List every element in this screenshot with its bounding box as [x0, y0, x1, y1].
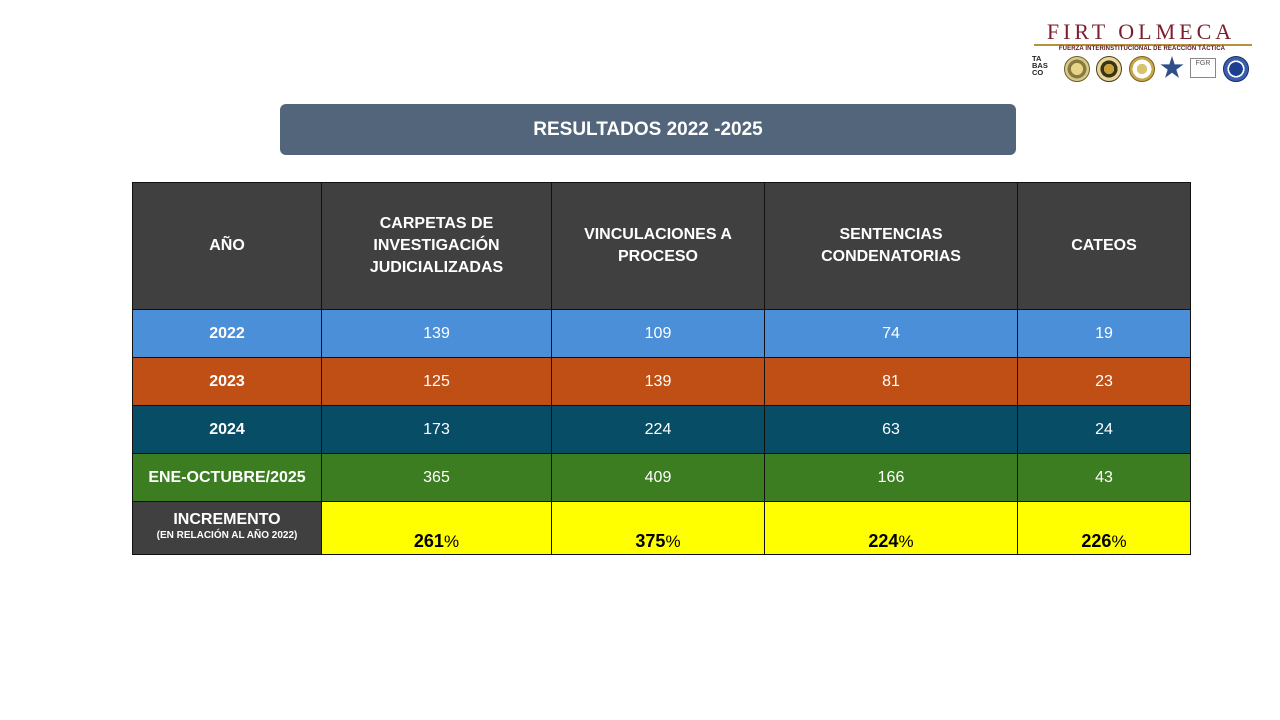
header-vinculaciones: VINCULACIONES A PROCESO [551, 182, 765, 310]
cell-sentencias: 74 [764, 309, 1018, 358]
increment-label: INCREMENTO [173, 511, 281, 528]
tabasco-line-1: TA [1032, 54, 1042, 63]
percent-sign: % [898, 532, 914, 551]
army-seal-icon [1064, 56, 1090, 82]
navy-seal-icon [1096, 56, 1122, 82]
tabasco-logo: TA BAS CO [1032, 54, 1054, 77]
header-carpetas: CARPETAS DE INVESTIGACIÓN JUDICIALIZADAS [321, 182, 552, 310]
increment-value: 261 [413, 531, 444, 551]
increment-cateos: 226% [1017, 501, 1191, 555]
cell-carpetas: 365 [321, 453, 552, 502]
firt-olmeca-logo: FIRT OLMECA FUERZA INTERINSTITUCIONAL DE… [1030, 20, 1254, 82]
results-title-banner: RESULTADOS 2022 -2025 [280, 104, 1016, 155]
banner-title: RESULTADOS 2022 -2025 [533, 118, 763, 140]
cell-carpetas: 173 [321, 405, 552, 454]
guard-seal-icon [1129, 56, 1155, 82]
cell-carpetas: 139 [321, 309, 552, 358]
row-label: ENE-OCTUBRE/2025 [132, 453, 322, 502]
percent-sign: % [443, 532, 460, 551]
table-row-2025: ENE-OCTUBRE/2025 365 409 166 43 [132, 453, 1191, 502]
cell-vinculaciones: 109 [551, 309, 765, 358]
cell-vinculaciones: 224 [551, 405, 765, 454]
increment-label-cell: INCREMENTO (EN RELACIÓN AL AÑO 2022) [132, 501, 322, 555]
table-header-row: AÑO CARPETAS DE INVESTIGACIÓN JUDICIALIZ… [132, 182, 1191, 310]
fgr-logo: FGR [1190, 58, 1216, 78]
cell-cateos: 43 [1017, 453, 1191, 502]
logo-rule [1034, 44, 1252, 46]
increment-sublabel: (EN RELACIÓN AL AÑO 2022) [156, 530, 298, 541]
header-year: AÑO [132, 182, 322, 310]
cell-cateos: 24 [1017, 405, 1191, 454]
table-row-increment: INCREMENTO (EN RELACIÓN AL AÑO 2022) 261… [132, 501, 1191, 555]
logo-title: FIRT OLMECA [1046, 19, 1236, 44]
increment-sentencias: 224% [764, 501, 1018, 555]
police-star-icon [1160, 56, 1184, 78]
header-sentencias: SENTENCIAS CONDENATORIAS [764, 182, 1018, 310]
cell-sentencias: 81 [764, 357, 1018, 406]
results-table: AÑO CARPETAS DE INVESTIGACIÓN JUDICIALIZ… [132, 182, 1191, 555]
row-label: 2023 [132, 357, 322, 406]
increment-value: 224 [868, 531, 899, 551]
cell-sentencias: 63 [764, 405, 1018, 454]
cell-cateos: 19 [1017, 309, 1191, 358]
header-cateos: CATEOS [1017, 182, 1191, 310]
row-label: 2022 [132, 309, 322, 358]
percent-sign: % [1111, 532, 1127, 551]
table-row-2024: 2024 173 224 63 24 [132, 405, 1191, 454]
cell-vinculaciones: 139 [551, 357, 765, 406]
cell-cateos: 23 [1017, 357, 1191, 406]
tabasco-line-2: BAS [1032, 61, 1048, 70]
increment-value: 226 [1081, 531, 1112, 551]
cell-carpetas: 125 [321, 357, 552, 406]
table-row-2023: 2023 125 139 81 23 [132, 357, 1191, 406]
security-seal-icon [1223, 56, 1249, 82]
percent-sign: % [665, 532, 681, 551]
cell-vinculaciones: 409 [551, 453, 765, 502]
table-row-2022: 2022 139 109 74 19 [132, 309, 1191, 358]
logo-subtitle: FUERZA INTERINSTITUCIONAL DE REACCIÓN TÁ… [1058, 46, 1226, 52]
tabasco-line-3: CO [1032, 68, 1044, 77]
increment-vinculaciones: 375% [551, 501, 765, 555]
cell-sentencias: 166 [764, 453, 1018, 502]
increment-carpetas: 261% [321, 501, 552, 555]
increment-value: 375 [635, 531, 666, 551]
row-label: 2024 [132, 405, 322, 454]
